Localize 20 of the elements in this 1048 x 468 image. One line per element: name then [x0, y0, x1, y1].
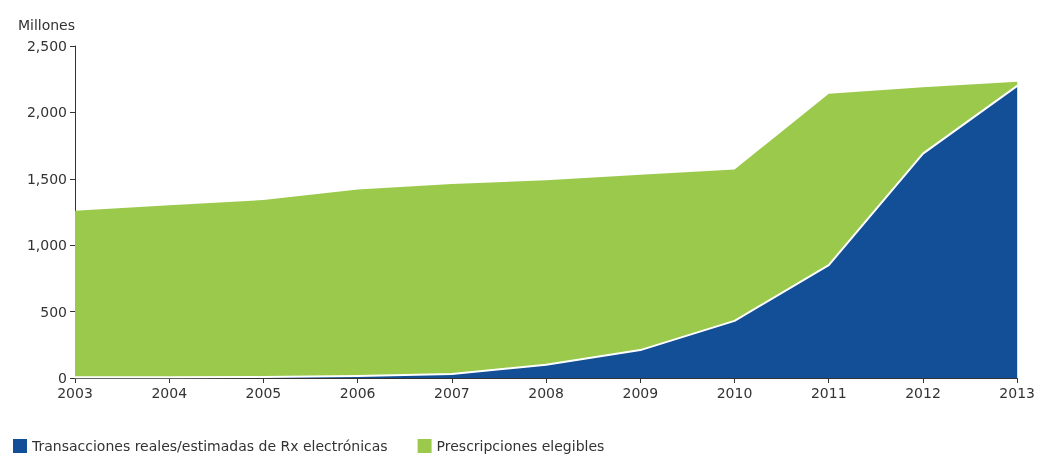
y-tick-label: 2,000 [26, 104, 67, 121]
y-tick-label: 1,000 [26, 237, 67, 254]
x-tick-label: 2012 [905, 385, 941, 401]
x-tick-label: 2011 [810, 385, 847, 401]
y-tick-label: 2,500 [26, 38, 67, 54]
x-tick-label: 2009 [622, 385, 659, 401]
x-tick-label: 2007 [434, 385, 470, 401]
x-tick-label: 2003 [57, 385, 93, 401]
y-axis-title: Millones [17, 17, 75, 33]
x-tick-label: 2013 [999, 385, 1036, 401]
x-tick-label: 2005 [245, 385, 282, 401]
y-tick-label: 1,500 [26, 170, 67, 187]
y-tick-label: 0 [58, 370, 67, 386]
x-tick-label: 2006 [339, 385, 376, 401]
x-tick-label: 2004 [151, 385, 188, 401]
legend-label: Transacciones reales/estimadas de Rx electrónicas [31, 438, 388, 454]
x-tick-label: 2010 [716, 385, 753, 401]
legend-label: Prescripciones elegibles [436, 438, 605, 454]
y-tick-label: 500 [40, 303, 67, 320]
x-tick-label: 2008 [528, 385, 564, 401]
